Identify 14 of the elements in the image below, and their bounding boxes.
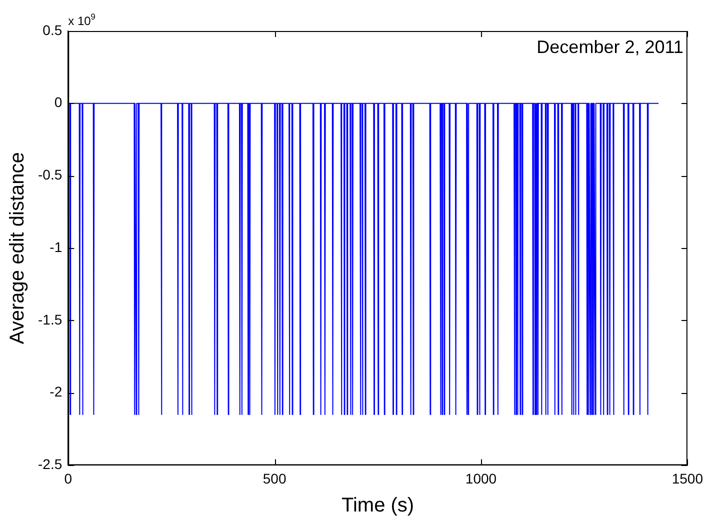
y-tick-label: -1.5 xyxy=(38,311,62,328)
y-tick-label: 0 xyxy=(54,94,62,110)
x-tick-label: 0 xyxy=(64,470,72,486)
annotation: December 2, 2011 xyxy=(536,37,684,57)
y-tick-label: 0.5 xyxy=(42,22,62,38)
y-tick-label: -2.5 xyxy=(38,456,62,472)
y-tick-label: -1 xyxy=(50,238,62,255)
y-tick-label: -2 xyxy=(50,384,62,400)
y-tick-label: -0.5 xyxy=(38,166,62,183)
x-tick-label: 1000 xyxy=(465,470,497,486)
y-axis-title: Average edit distance xyxy=(6,152,29,344)
x-tick-label: 1500 xyxy=(672,470,704,486)
x-tick-label: 500 xyxy=(262,470,286,486)
x-axis-title: Time (s) xyxy=(341,494,414,517)
